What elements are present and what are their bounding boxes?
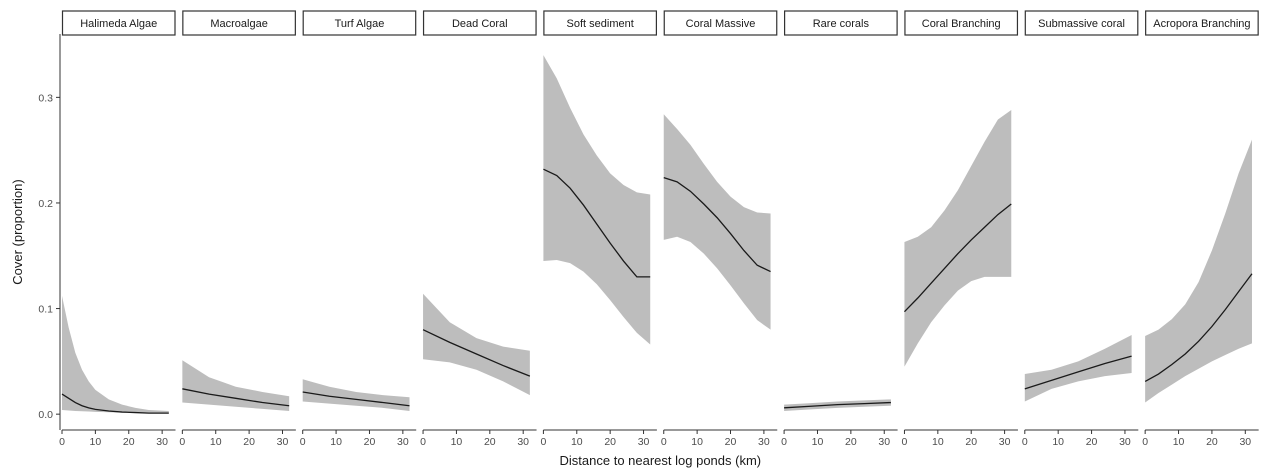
x-tick-label: 20 [965, 436, 977, 448]
x-tick-label: 20 [725, 436, 737, 448]
fit-line [182, 388, 290, 407]
confidence-ribbon [423, 293, 530, 396]
x-tick-label: 10 [210, 436, 222, 448]
fit-line [903, 203, 1012, 313]
confidence-ribbon [1145, 139, 1252, 403]
y-tick-label: 0.0 [38, 409, 53, 421]
x-tick-label: 0 [1022, 436, 1028, 448]
x-tick-label: 10 [90, 436, 102, 448]
x-tick-label: 20 [123, 436, 135, 448]
x-tick-label: 30 [517, 436, 529, 448]
strip-box [783, 10, 898, 36]
x-tick-label: 10 [932, 436, 944, 448]
x-tick-label: 30 [277, 436, 289, 448]
x-tick-label: 30 [758, 436, 770, 448]
x-tick-label: 0 [902, 436, 908, 448]
x-tick-label: 20 [243, 436, 255, 448]
strip-box [543, 10, 658, 36]
x-tick-label: 20 [845, 436, 857, 448]
panel-submassive-coral: Submassive coral 0 10 20 30 [1022, 10, 1139, 448]
y-tick-label: 0.1 [38, 304, 53, 316]
x-tick-label: 30 [156, 436, 168, 448]
fit-line [663, 177, 771, 273]
fit-line [1024, 355, 1132, 390]
strip-box [182, 10, 296, 36]
fit-line [1144, 273, 1253, 382]
x-tick-label: 0 [300, 436, 306, 448]
panel-acropora-branching: Acropora Branching 0 10 20 30 [1142, 10, 1259, 448]
strip-box [1024, 10, 1139, 36]
panel-rare-corals: Rare corals 0 10 20 30 [781, 10, 898, 448]
x-axis-title: Distance to nearest log ponds (km) [560, 453, 762, 468]
strip-box [1145, 10, 1259, 36]
fit-line [422, 329, 531, 377]
panel-turf-algae: Turf Algae 0 10 20 30 [300, 10, 417, 448]
strip-label: Macroalgae [210, 18, 267, 30]
x-tick-label: 10 [1052, 436, 1064, 448]
x-tick-label: 0 [781, 436, 787, 448]
x-tick-label: 20 [1206, 436, 1218, 448]
panel-dead-coral: Dead Coral 0 10 20 30 [420, 10, 537, 448]
panel-halimeda-algae: Halimeda Algae 0 10 20 30 [59, 10, 176, 448]
strip-label: Dead Coral [452, 18, 508, 30]
panel-macroalgae: Macroalgae 0 10 20 30 [179, 10, 296, 448]
x-tick-label: 30 [878, 436, 890, 448]
x-tick-label: 10 [691, 436, 703, 448]
y-axis-title: Cover (proportion) [10, 179, 25, 285]
x-tick-label: 0 [661, 436, 667, 448]
x-tick-label: 20 [1086, 436, 1098, 448]
strip-label: Coral Massive [686, 18, 756, 30]
x-tick-label: 20 [484, 436, 496, 448]
strip-label: Acropora Branching [1153, 18, 1250, 30]
x-tick-label: 30 [397, 436, 409, 448]
fit-line [61, 393, 169, 414]
strip-label: Coral Branching [922, 18, 1001, 30]
strip-label: Soft sediment [567, 18, 634, 30]
strip-label: Submassive coral [1038, 18, 1125, 30]
y-tick-label: 0.2 [38, 198, 53, 210]
confidence-ribbon [663, 114, 771, 330]
x-tick-label: 10 [1173, 436, 1185, 448]
strip-label: Turf Algae [335, 18, 385, 30]
confidence-ribbon [543, 55, 651, 345]
strip-label: Rare corals [813, 18, 870, 30]
x-tick-label: 30 [1239, 436, 1251, 448]
x-tick-label: 10 [451, 436, 463, 448]
x-tick-label: 30 [1119, 436, 1131, 448]
x-tick-label: 20 [364, 436, 376, 448]
confidence-ribbon [182, 360, 290, 411]
x-tick-label: 30 [999, 436, 1011, 448]
panel-coral-branching: Coral Branching 0 10 20 30 [902, 10, 1019, 448]
x-tick-label: 0 [540, 436, 546, 448]
y-axis: 0.0 0.1 0.2 0.3 [38, 34, 61, 430]
strip-box [302, 10, 417, 36]
y-tick-label: 0.3 [38, 92, 53, 104]
x-tick-label: 20 [604, 436, 616, 448]
x-tick-label: 0 [1142, 436, 1148, 448]
x-tick-label: 10 [330, 436, 342, 448]
panel-coral-massive: Coral Massive 0 10 20 30 [661, 10, 778, 448]
confidence-ribbon [62, 295, 169, 414]
x-tick-label: 30 [638, 436, 650, 448]
x-tick-label: 10 [571, 436, 583, 448]
x-tick-label: 10 [812, 436, 824, 448]
strip-box [663, 10, 778, 36]
confidence-ribbon [1024, 334, 1132, 402]
confidence-ribbon [904, 110, 1012, 367]
fit-line [543, 168, 651, 278]
panel-soft-sediment: Soft sediment 0 10 20 30 [540, 10, 658, 448]
strip-label: Halimeda Algae [80, 18, 157, 30]
x-tick-label: 0 [59, 436, 65, 448]
strip-box [422, 10, 537, 36]
fit-line [302, 391, 410, 407]
strip-box [61, 10, 176, 36]
fit-line [784, 401, 891, 409]
x-tick-label: 0 [420, 436, 426, 448]
strip-box [904, 10, 1019, 36]
x-tick-label: 0 [179, 436, 185, 448]
